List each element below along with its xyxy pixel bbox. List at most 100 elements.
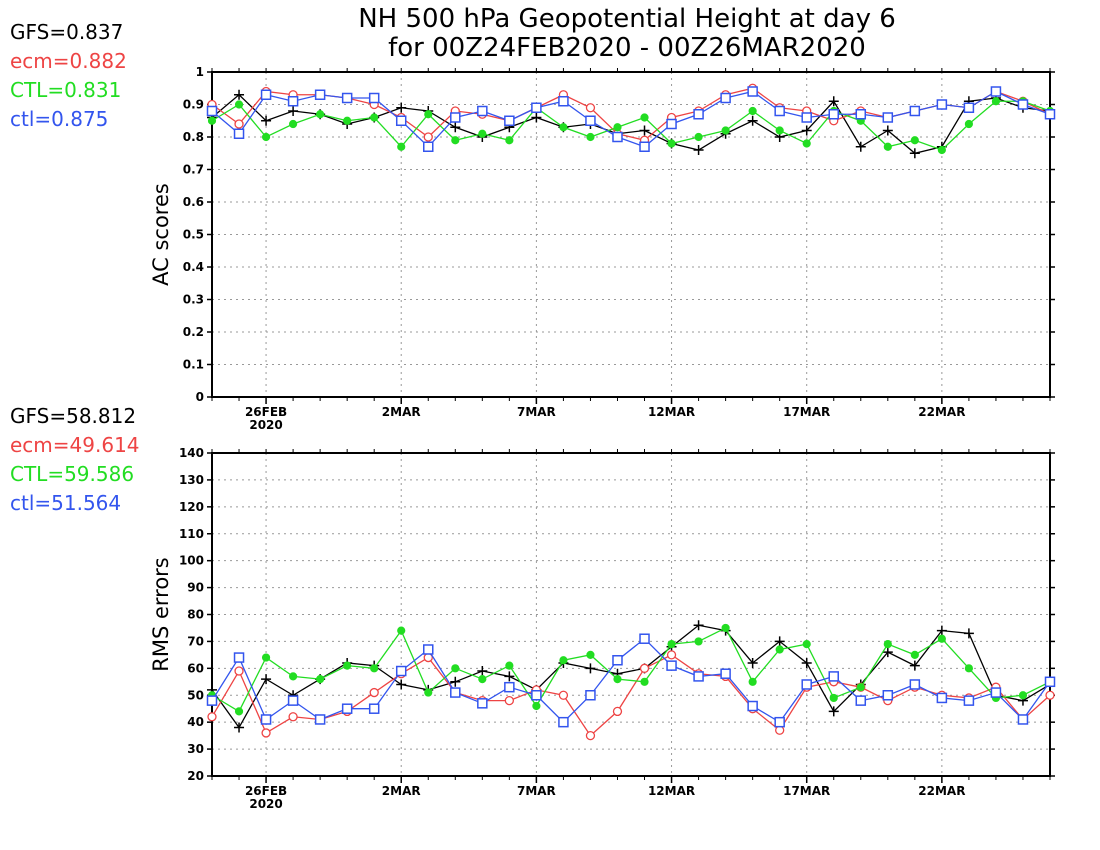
data-point-CTL bbox=[234, 707, 244, 716]
data-point-CTL bbox=[721, 126, 730, 135]
x-tick-label: 26FEB bbox=[245, 784, 287, 798]
data-point-CTL bbox=[451, 136, 460, 145]
chart-title-line2: for 00Z24FEB2020 - 00Z26MAR2020 bbox=[388, 33, 866, 63]
data-point-ctl bbox=[558, 96, 569, 107]
data-point-GFS bbox=[234, 89, 245, 100]
data-point-CTL bbox=[288, 119, 298, 129]
data-point-ctl bbox=[639, 141, 650, 152]
data-point-CTL bbox=[397, 142, 406, 151]
data-point-ctl bbox=[639, 633, 650, 644]
data-point-ctl bbox=[747, 700, 758, 712]
data-point-ctl bbox=[990, 86, 1002, 97]
data-point-ctl bbox=[909, 679, 921, 690]
score-label-GFS: GFS=58.812 bbox=[10, 404, 136, 428]
data-point-CTL bbox=[370, 113, 379, 122]
data-point-CTL bbox=[640, 677, 649, 686]
data-point-GFS bbox=[693, 620, 704, 631]
data-point-CTL bbox=[802, 640, 811, 649]
data-point-GFS bbox=[288, 106, 299, 116]
data-point-ctl bbox=[774, 105, 785, 117]
data-point-ctl bbox=[882, 112, 894, 123]
data-point-ecm bbox=[1045, 690, 1055, 700]
data-point-ecm bbox=[666, 650, 677, 660]
series-line-ecm bbox=[211, 654, 1051, 737]
data-point-GFS bbox=[963, 628, 974, 639]
data-point-ecm bbox=[423, 132, 433, 142]
data-point-ctl bbox=[368, 92, 380, 104]
data-point-GFS bbox=[504, 671, 515, 682]
x-tick-label: 22MAR bbox=[918, 405, 965, 419]
data-point-GFS bbox=[261, 674, 272, 685]
data-point-CTL bbox=[937, 145, 946, 155]
data-point-ecm bbox=[558, 690, 569, 700]
data-point-CTL bbox=[883, 142, 892, 151]
data-point-CTL bbox=[343, 661, 352, 670]
data-point-ecm bbox=[585, 730, 596, 741]
data-point-ctl bbox=[206, 695, 218, 706]
data-point-CTL bbox=[586, 132, 595, 142]
data-point-ctl bbox=[504, 681, 515, 693]
x-tick-sublabel: 2020 bbox=[249, 418, 282, 432]
data-point-GFS bbox=[531, 112, 542, 123]
data-point-ctl bbox=[612, 131, 623, 143]
y-tick-label: 70 bbox=[187, 634, 204, 648]
data-point-ctl bbox=[341, 92, 353, 104]
data-point-CTL bbox=[613, 675, 622, 684]
data-point-ctl bbox=[233, 128, 245, 139]
data-point-ctl bbox=[963, 695, 975, 706]
data-point-ctl bbox=[558, 716, 569, 728]
data-point-ecm bbox=[369, 687, 379, 698]
rms-errors-panel: 203040506070809010011012013014026FEB2020… bbox=[10, 404, 1056, 811]
data-point-ctl bbox=[1044, 109, 1056, 120]
data-point-ctl bbox=[1017, 714, 1029, 725]
x-tick-label: 22MAR bbox=[918, 784, 965, 798]
data-point-ctl bbox=[693, 671, 704, 682]
y-tick-label: 0.7 bbox=[183, 163, 204, 177]
data-point-ctl bbox=[260, 89, 272, 100]
data-point-CTL bbox=[559, 123, 568, 132]
data-point-ctl bbox=[990, 687, 1002, 698]
data-point-ctl bbox=[828, 109, 839, 120]
data-point-GFS bbox=[396, 679, 407, 690]
data-point-GFS bbox=[801, 125, 812, 136]
data-point-ctl bbox=[423, 644, 434, 655]
data-point-GFS bbox=[909, 660, 920, 671]
rms-plot-frame bbox=[211, 452, 1051, 777]
y-tick-label: 0 bbox=[196, 390, 204, 404]
data-point-CTL bbox=[775, 126, 784, 135]
data-point-CTL bbox=[370, 664, 379, 673]
data-point-CTL bbox=[694, 637, 703, 646]
data-point-CTL bbox=[505, 136, 514, 145]
data-point-CTL bbox=[910, 136, 919, 145]
data-point-ctl bbox=[612, 655, 623, 666]
data-point-CTL bbox=[316, 675, 325, 684]
data-point-ctl bbox=[531, 102, 542, 113]
y-tick-label: 1 bbox=[196, 65, 204, 79]
data-point-GFS bbox=[801, 657, 812, 668]
data-point-ctl bbox=[423, 141, 434, 152]
rms-y-axis-label: RMS errors bbox=[149, 557, 173, 672]
data-point-ctl bbox=[882, 690, 894, 701]
data-point-ecm bbox=[504, 695, 515, 706]
data-point-ecm bbox=[234, 666, 244, 676]
data-point-GFS bbox=[936, 625, 947, 636]
data-point-ecm bbox=[207, 712, 217, 722]
data-point-ctl bbox=[395, 115, 407, 126]
data-point-ctl bbox=[477, 105, 488, 117]
y-tick-label: 30 bbox=[187, 742, 204, 756]
data-point-GFS bbox=[747, 657, 758, 668]
x-tick-label: 2MAR bbox=[382, 784, 421, 798]
data-point-ctl bbox=[341, 703, 353, 714]
data-point-ctl bbox=[855, 109, 867, 120]
y-tick-label: 140 bbox=[179, 446, 204, 460]
data-point-ctl bbox=[287, 96, 299, 107]
series-line-GFS bbox=[211, 93, 1051, 154]
data-point-ctl bbox=[287, 695, 299, 706]
y-tick-label: 0.4 bbox=[183, 260, 204, 274]
x-tick-label: 26FEB bbox=[245, 405, 287, 419]
y-tick-label: 0.5 bbox=[183, 228, 204, 242]
data-point-CTL bbox=[694, 132, 703, 142]
data-point-ctl bbox=[801, 112, 812, 123]
x-tick-label: 17MAR bbox=[783, 405, 830, 419]
